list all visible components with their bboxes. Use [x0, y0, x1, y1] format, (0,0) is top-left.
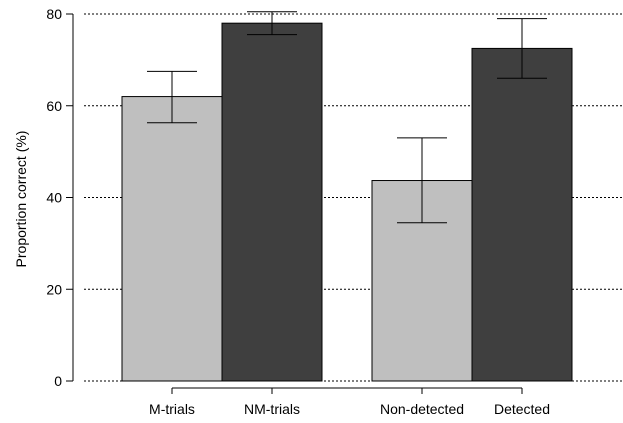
x-tick-label: NM-trials [244, 401, 300, 417]
x-tick-label: M-trials [149, 401, 195, 417]
y-tick-label: 60 [46, 98, 62, 114]
y-axis-title: Proportion correct (%) [13, 131, 29, 268]
error-bar [147, 70, 197, 124]
error-bar [247, 11, 297, 36]
error-bars [147, 11, 547, 224]
bar-m-trials [121, 96, 223, 382]
bar-detected [471, 47, 573, 382]
y-tick-label: 40 [46, 190, 62, 206]
x-tick-label: Detected [494, 401, 550, 417]
x-tick-label: Non-detected [380, 401, 464, 417]
y-tick-label: 80 [46, 6, 62, 22]
error-bar [397, 137, 447, 224]
y-tick-label: 0 [54, 373, 62, 389]
x-axis: M-trials NM-trials Non-detected Detected [149, 387, 550, 417]
y-tick-label: 20 [46, 281, 62, 297]
error-bar [497, 18, 547, 79]
bar-nm-trials [221, 22, 323, 382]
bars [121, 22, 573, 382]
y-axis: 0 20 40 60 80 [46, 6, 74, 389]
